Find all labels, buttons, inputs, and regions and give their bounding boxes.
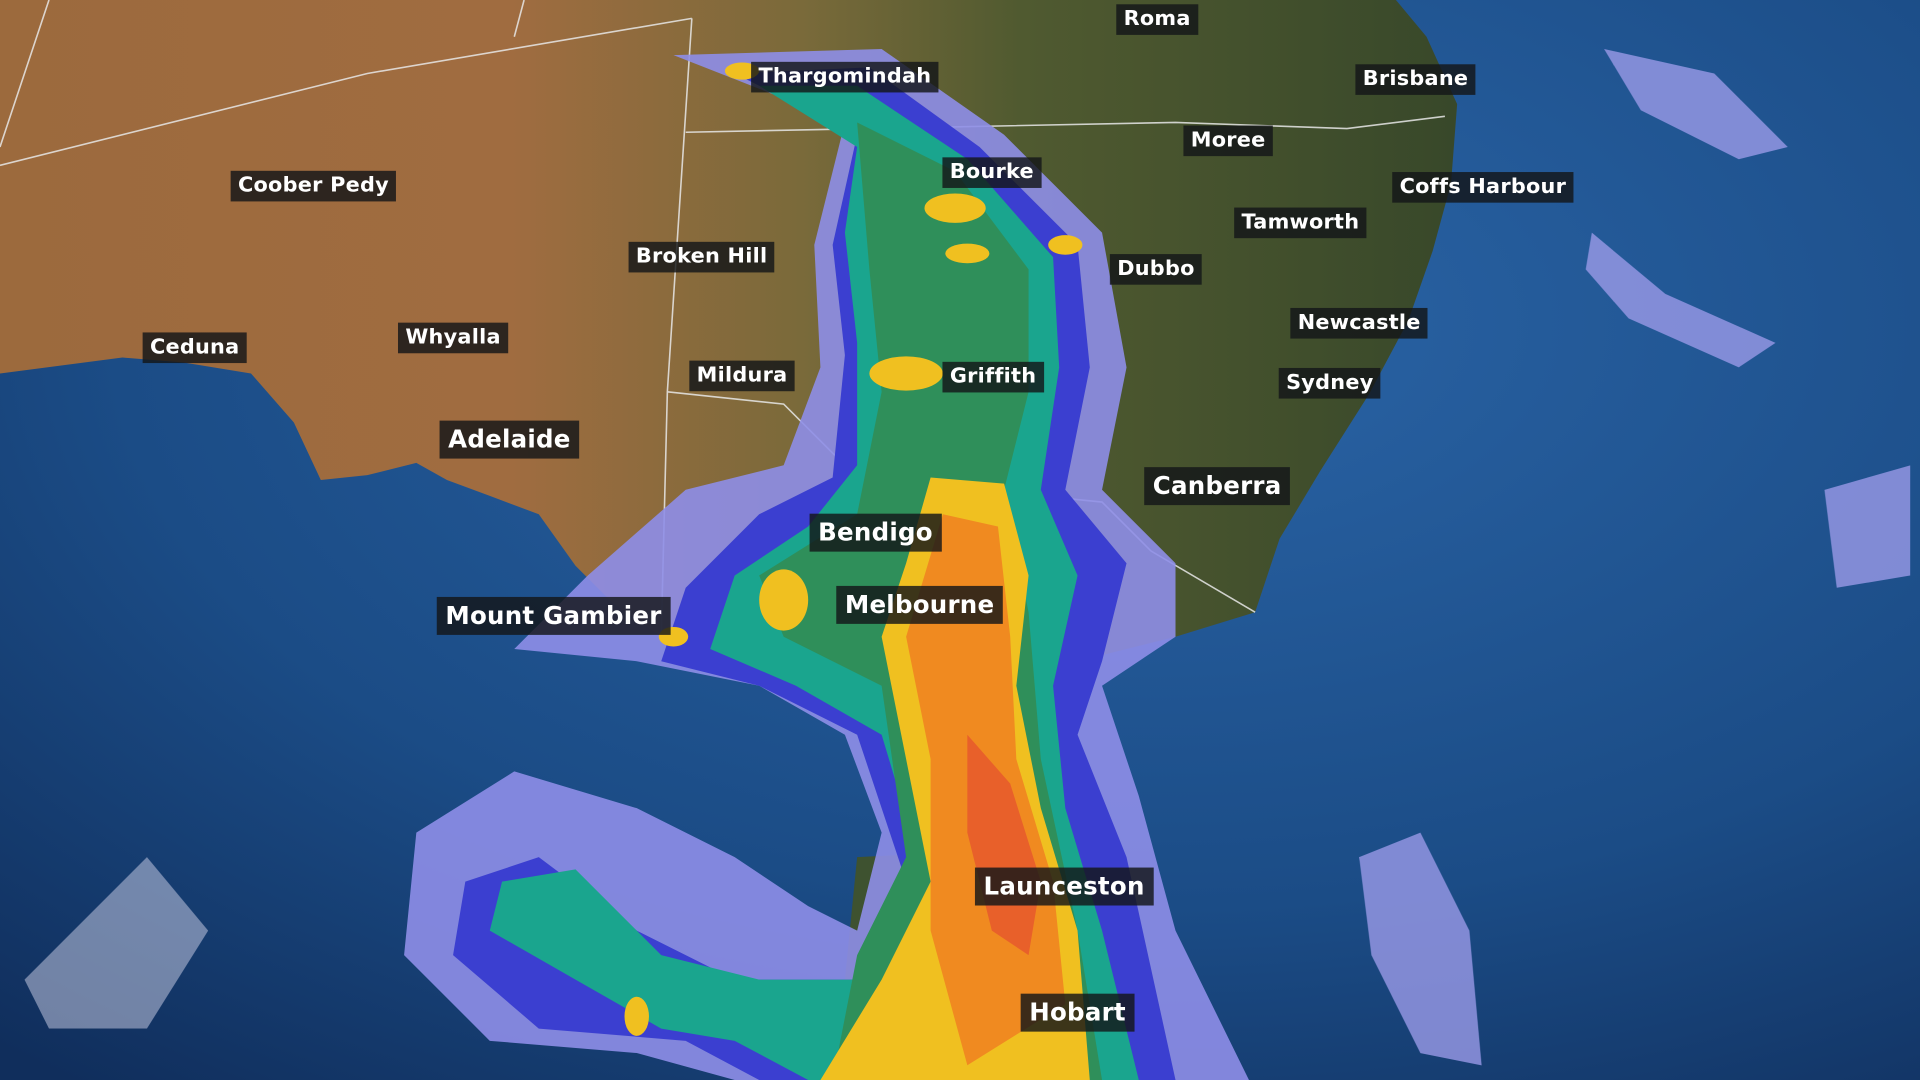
place-label-broken-hill: Broken Hill bbox=[628, 241, 775, 273]
place-label-moree: Moree bbox=[1183, 125, 1273, 157]
place-label-roma: Roma bbox=[1116, 4, 1199, 35]
place-label-canberra: Canberra bbox=[1144, 467, 1291, 506]
rain-band bbox=[404, 48, 1249, 1080]
place-label-coober-pedy: Coober Pedy bbox=[230, 170, 397, 202]
place-label-melbourne: Melbourne bbox=[836, 585, 1003, 624]
place-label-whyalla: Whyalla bbox=[397, 322, 509, 354]
place-label-brisbane: Brisbane bbox=[1355, 64, 1476, 95]
place-label-mildura: Mildura bbox=[689, 360, 795, 392]
place-label-tamworth: Tamworth bbox=[1234, 207, 1367, 239]
place-label-newcastle: Newcastle bbox=[1290, 307, 1429, 339]
place-label-mount-gambier: Mount Gambier bbox=[436, 596, 671, 635]
place-label-bendigo: Bendigo bbox=[809, 513, 942, 552]
place-label-hobart: Hobart bbox=[1020, 993, 1135, 1032]
place-label-ceduna: Ceduna bbox=[142, 332, 247, 364]
place-label-launceston: Launceston bbox=[974, 867, 1154, 906]
place-label-bourke: Bourke bbox=[942, 157, 1042, 188]
place-label-griffith: Griffith bbox=[942, 361, 1044, 393]
cloud-patches bbox=[24, 48, 1911, 1066]
place-label-thargomindah: Thargomindah bbox=[751, 61, 939, 93]
place-label-coffs-harbour: Coffs Harbour bbox=[1392, 172, 1574, 203]
place-label-adelaide: Adelaide bbox=[439, 420, 580, 459]
place-label-dubbo: Dubbo bbox=[1109, 254, 1202, 285]
place-label-sydney: Sydney bbox=[1278, 367, 1381, 399]
